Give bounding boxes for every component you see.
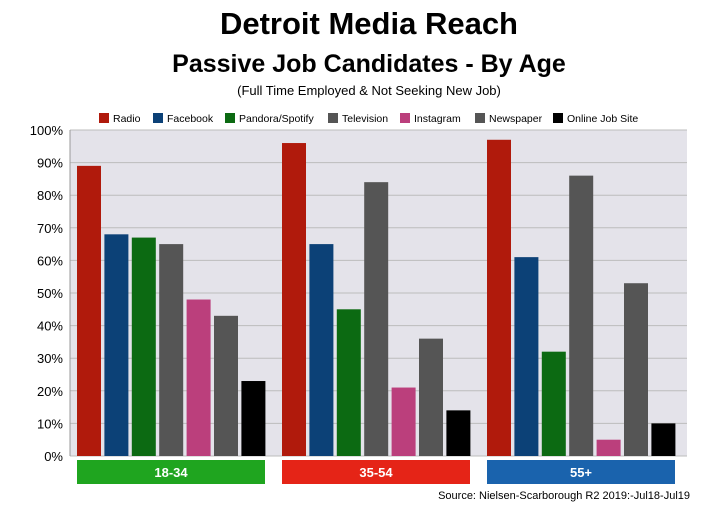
category-box — [487, 460, 675, 484]
legend-swatch — [553, 113, 563, 123]
bar-facebook-55+ — [514, 257, 539, 456]
bar-instagram-55+ — [596, 439, 621, 456]
y-tick-label: 10% — [37, 416, 63, 431]
y-tick-label: 0% — [44, 449, 63, 464]
legend-swatch — [225, 113, 235, 123]
legend-label: Pandora/Spotify — [239, 113, 314, 125]
x-tick-label: 55+ — [570, 465, 592, 480]
legend-swatch — [400, 113, 410, 123]
y-tick-label: 90% — [37, 156, 63, 171]
x-axis-categories: 18-34 35-54 55+ — [77, 460, 675, 484]
chart-subtitle-note: (Full Time Employed & Not Seeking New Jo… — [237, 83, 501, 98]
legend-swatch — [475, 113, 485, 123]
y-axis: 0% 10% 20% 30% 40% 50% 60% 70% 80% 90% 100% — [30, 123, 71, 464]
legend-swatch — [153, 113, 163, 123]
bar-television-18-34 — [159, 244, 184, 456]
bar-newspaper-18-34 — [214, 315, 238, 456]
bar-pandora-spotify-35-54 — [336, 309, 361, 456]
y-tick-label: 40% — [37, 319, 63, 334]
bar-newspaper-55+ — [624, 283, 648, 456]
legend-label: Radio — [113, 113, 141, 125]
legend-label: Online Job Site — [567, 113, 638, 125]
legend: Radio Facebook Pandora/Spotify Television In… — [99, 113, 638, 125]
legend-label: Television — [342, 113, 388, 125]
y-tick-label: 50% — [37, 286, 63, 301]
y-tick-label: 20% — [37, 384, 63, 399]
bar-television-55+ — [569, 175, 594, 456]
bar-pandora-spotify-55+ — [541, 351, 566, 456]
bar-facebook-35-54 — [309, 244, 334, 456]
bar-online-job-site-35-54 — [446, 410, 471, 456]
bar-instagram-35-54 — [391, 387, 416, 456]
legend-swatch — [328, 113, 338, 123]
category-box — [77, 460, 265, 484]
bar-newspaper-35-54 — [419, 338, 443, 456]
legend-label: Facebook — [167, 113, 214, 125]
bar-facebook-18-34 — [104, 234, 129, 456]
source-note: Source: Nielsen-Scarborough R2 2019:-Jul… — [438, 490, 690, 502]
bar-pandora-spotify-18-34 — [131, 237, 156, 456]
legend-label: Instagram — [414, 113, 461, 125]
legend-swatch — [99, 113, 109, 123]
y-tick-label: 30% — [37, 351, 63, 366]
bar-online-job-site-18-34 — [241, 381, 266, 456]
bar-television-35-54 — [364, 182, 389, 456]
x-tick-label: 18-34 — [154, 465, 188, 480]
legend-label: Newspaper — [489, 113, 543, 125]
bar-instagram-18-34 — [186, 299, 211, 456]
bar-radio-18-34 — [77, 165, 101, 457]
bar-radio-35-54 — [282, 143, 306, 457]
chart-subtitle: Passive Job Candidates - By Age — [172, 50, 566, 78]
bar-online-job-site-55+ — [651, 423, 676, 456]
bars — [77, 139, 676, 457]
x-tick-label: 35-54 — [359, 465, 393, 480]
y-tick-label: 80% — [37, 188, 63, 203]
y-tick-label: 70% — [37, 221, 63, 236]
y-tick-label: 100% — [30, 123, 64, 138]
y-tick-label: 60% — [37, 253, 63, 268]
chart-title: Detroit Media Reach — [220, 6, 518, 41]
bar-radio-55+ — [487, 139, 511, 456]
category-box — [282, 460, 470, 484]
